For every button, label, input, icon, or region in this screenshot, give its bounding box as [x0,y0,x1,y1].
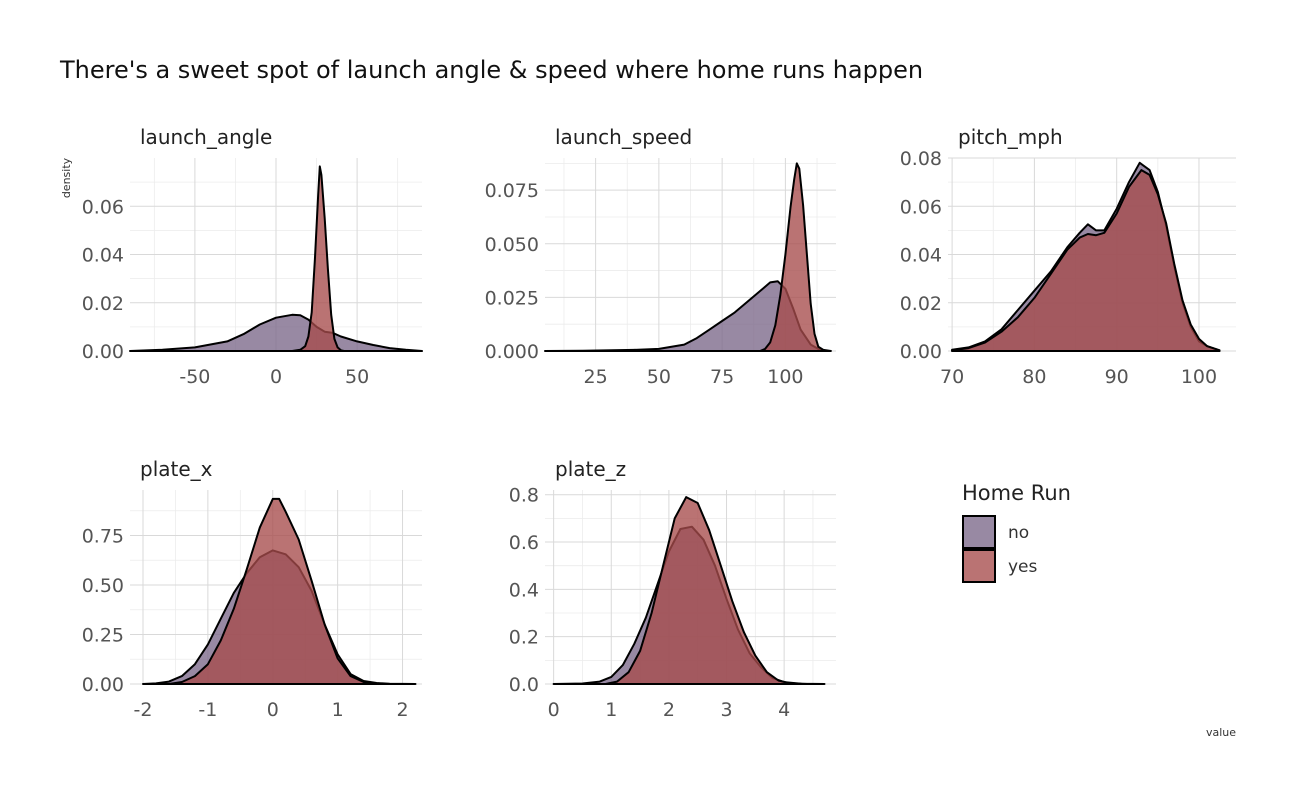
y-tick-label: 0.50 [82,575,124,597]
x-tick-label: 50 [345,366,369,388]
x-tick-label: 25 [584,366,608,388]
y-tick-label: 0.4 [509,579,539,601]
density-area-yes [167,497,378,685]
density-area-yes [951,169,1221,352]
y-tick-label: 0.06 [82,196,124,218]
legend-swatch [962,549,996,583]
x-tick-label: -1 [198,699,217,721]
density-area-no [129,313,423,352]
y-tick-label: 0.02 [900,293,942,315]
x-tick-label: 0 [267,699,279,721]
y-tick-label: 0.00 [900,341,942,363]
x-tick-label: 90 [1105,366,1129,388]
facet-pitch-mph: 70 80 90 100 0.00 0.02 0.04 0.06 0.08 pitch_mph [900,125,1236,388]
y-tick-label: 0.08 [900,148,942,170]
y-tick-label: 0.075 [485,180,539,202]
x-tick-label: 80 [1022,366,1046,388]
x-tick-label: 3 [720,699,732,721]
facet-title: pitch_mph [958,125,1063,149]
legend-title: Home Run [962,481,1071,505]
y-tick-label: 0.00 [82,341,124,363]
y-tick-label: 0.06 [900,196,942,218]
y-tick-label: 0.02 [82,293,124,315]
x-tick-label: 50 [647,366,671,388]
x-tick-label: 100 [767,366,803,388]
y-tick-label: 0.025 [485,287,539,309]
density-area-yes [291,165,346,352]
facet-title: launch_angle [140,125,272,149]
chart-title: There's a sweet spot of launch angle & s… [59,56,923,84]
x-tick-label: 75 [710,366,734,388]
x-tick-label: 1 [332,699,344,721]
facet-title: plate_x [140,457,213,481]
y-tick-label: 0.050 [485,234,539,256]
facet-plate-z: 0 1 2 3 4 0.0 0.2 0.4 0.6 0.8 plate_z [509,457,836,721]
facet-title: launch_speed [555,125,692,149]
y-tick-label: 0.6 [509,532,539,554]
y-tick-label: 0.000 [485,341,539,363]
x-axis-label: value [1206,726,1236,739]
y-tick-label: 0.25 [82,625,124,647]
x-tick-label: 70 [940,366,964,388]
density-area-yes [604,496,809,685]
legend: Home Run no yes [962,481,1071,583]
y-tick-label: 0.2 [509,627,539,649]
x-tick-label: 0 [270,366,282,388]
x-tick-label: 4 [778,699,790,721]
x-tick-label: 2 [396,699,408,721]
facet-title: plate_z [555,457,626,481]
y-axis-label: density [60,157,73,198]
y-tick-label: 0.75 [82,526,124,548]
x-tick-label: 2 [663,699,675,721]
y-tick-label: 0.8 [509,485,539,507]
legend-label: no [1008,523,1029,543]
density-area-yes [759,162,832,352]
legend-swatch [962,515,996,549]
x-tick-label: 100 [1181,366,1217,388]
y-tick-label: 0.00 [82,674,124,696]
legend-item-yes: yes [962,549,1038,583]
facet-launch-speed: 25 50 75 100 0.000 0.025 0.050 0.075 launch_spee… [485,125,836,388]
facet-plate-x: -2 -1 0 1 2 0.00 0.25 0.50 0.75 plate_x [82,457,422,721]
y-tick-label: 0.0 [509,674,539,696]
x-tick-label: -50 [179,366,210,388]
x-tick-label: 1 [605,699,617,721]
y-tick-label: 0.04 [900,245,942,267]
y-tick-label: 0.04 [82,245,124,267]
x-tick-label: -2 [134,699,153,721]
x-tick-label: 0 [548,699,560,721]
legend-item-no: no [962,515,1029,549]
legend-label: yes [1008,557,1038,577]
facet-launch-angle: -50 0 50 0.00 0.02 0.04 0.06 launch_angle [82,125,423,388]
